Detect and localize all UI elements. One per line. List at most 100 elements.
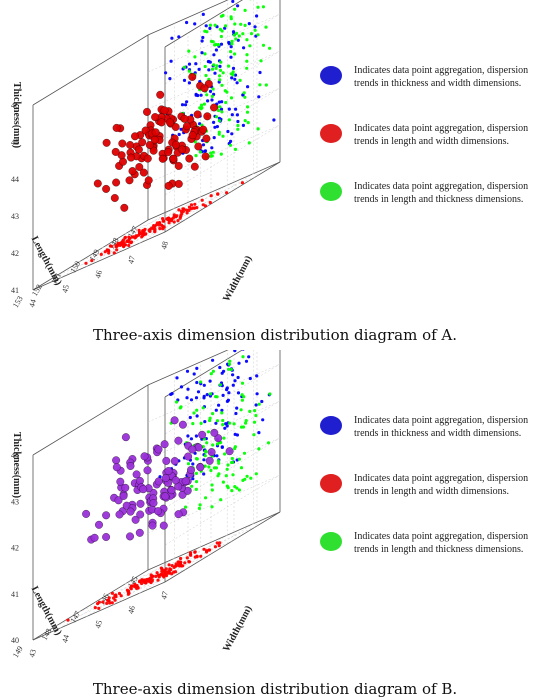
data-point <box>199 421 203 425</box>
data-point <box>204 450 208 454</box>
x-axis-title: Width(mm) <box>221 604 254 654</box>
axis-line <box>164 124 281 196</box>
data-point <box>236 38 240 42</box>
data-point <box>174 161 183 170</box>
data-point <box>233 445 237 449</box>
data-point <box>241 350 245 351</box>
data-point <box>143 154 152 163</box>
data-point <box>220 408 224 412</box>
data-point <box>196 93 200 98</box>
data-point <box>220 411 224 415</box>
data-point <box>233 73 238 77</box>
data-point <box>189 553 193 557</box>
data-point <box>117 591 122 596</box>
data-point <box>200 51 204 55</box>
data-point <box>255 14 259 18</box>
data-point <box>214 48 218 52</box>
data-point <box>195 380 199 385</box>
axis-line <box>147 0 229 36</box>
data-point <box>102 184 111 193</box>
data-point <box>209 39 214 44</box>
green-dot-icon <box>320 532 342 551</box>
data-point <box>139 485 148 494</box>
data-point <box>236 127 240 131</box>
data-point <box>190 162 199 171</box>
data-point <box>180 114 189 123</box>
data-point <box>111 147 120 156</box>
data-point <box>219 152 223 156</box>
data-point <box>218 78 222 82</box>
data-point <box>207 448 216 457</box>
data-point <box>187 560 192 564</box>
axis-line <box>112 534 228 606</box>
data-point <box>233 350 237 353</box>
data-point <box>248 409 252 413</box>
data-point <box>172 220 176 224</box>
data-point <box>228 359 232 363</box>
data-point <box>230 456 234 461</box>
data-point <box>268 46 272 50</box>
data-point <box>231 66 236 70</box>
data-point <box>176 560 180 564</box>
blue-dot-icon <box>320 66 342 85</box>
data-point <box>174 215 178 219</box>
data-point <box>261 5 265 9</box>
data-point <box>93 179 102 188</box>
data-point <box>116 242 120 247</box>
data-point <box>174 510 183 519</box>
data-point <box>145 577 149 582</box>
series-length-width <box>84 181 244 265</box>
data-point <box>236 123 240 128</box>
data-point <box>164 567 168 571</box>
data-point <box>229 50 233 54</box>
data-point <box>135 163 144 171</box>
data-point <box>243 8 247 12</box>
data-point <box>162 225 166 229</box>
data-point <box>218 541 222 545</box>
data-point <box>230 76 234 80</box>
legend-text: Indicates data point aggregation, disper… <box>354 415 529 439</box>
data-point <box>198 122 202 126</box>
data-point <box>150 579 154 583</box>
data-point <box>209 194 213 198</box>
data-point <box>237 34 241 38</box>
data-point <box>133 582 137 586</box>
data-point <box>206 60 210 64</box>
data-point <box>247 355 251 359</box>
data-point <box>211 358 215 362</box>
z-tick-label: 46 <box>11 101 19 110</box>
data-point <box>228 421 232 425</box>
data-point <box>123 243 128 247</box>
data-point <box>210 67 215 71</box>
axis-line <box>147 363 281 423</box>
data-point <box>198 503 202 507</box>
data-point <box>120 203 129 212</box>
data-point <box>215 64 219 68</box>
data-point <box>164 71 168 75</box>
data-point <box>202 472 206 476</box>
axis-line <box>32 34 149 106</box>
data-point <box>119 594 123 598</box>
data-point <box>229 45 233 49</box>
data-points <box>84 0 276 265</box>
data-point <box>132 235 136 239</box>
data-point <box>172 565 176 569</box>
z-axis-title: Thickness(mm) <box>11 432 22 498</box>
data-point <box>179 556 183 561</box>
data-point <box>264 25 268 29</box>
data-point <box>144 581 148 585</box>
data-point <box>266 441 271 445</box>
data-point <box>186 434 190 438</box>
data-point <box>134 145 143 154</box>
data-point <box>141 229 145 233</box>
data-point <box>215 442 220 446</box>
data-point <box>160 223 164 227</box>
data-point <box>218 74 222 78</box>
data-point <box>257 447 261 451</box>
data-point <box>82 509 91 518</box>
x-tick-label: 47 <box>159 590 170 600</box>
legend-text: Indicates data point aggregation, disper… <box>354 531 529 555</box>
data-point <box>112 596 116 600</box>
data-point <box>159 566 163 570</box>
z-tick-label: 41 <box>11 286 19 295</box>
